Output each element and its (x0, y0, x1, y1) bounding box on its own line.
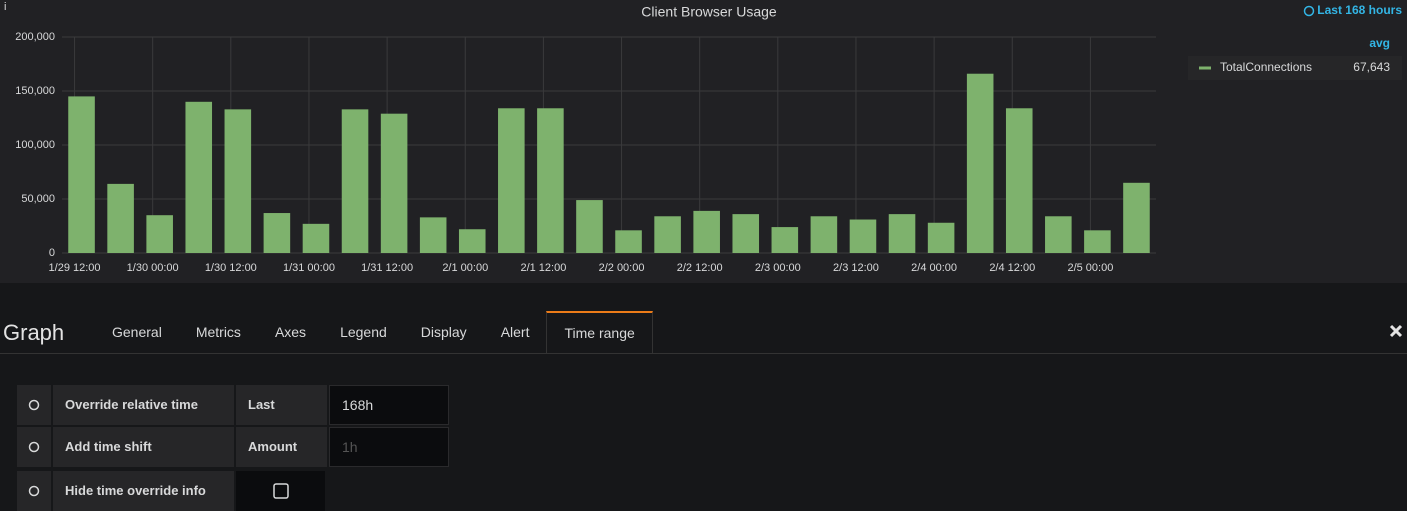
bar (1123, 182, 1150, 253)
x-tick-label: 1/30 12:00 (205, 262, 257, 274)
x-tick-label: 1/31 12:00 (361, 262, 413, 274)
tab[interactable]: Time range (546, 311, 653, 353)
bar (380, 113, 408, 254)
field-label: Last (236, 385, 327, 425)
legend-value: 67,643 (1353, 60, 1390, 74)
bar (732, 214, 760, 253)
bar (615, 230, 642, 253)
x-tick-label: 1/30 00:00 (127, 262, 179, 274)
y-tick-label: 0 (49, 247, 55, 259)
legend-label: TotalConnections (1220, 60, 1312, 74)
form-row: Hide time override info (17, 471, 325, 511)
y-tick-label: 200,000 (15, 31, 55, 43)
bar (966, 73, 994, 253)
bar (68, 96, 95, 254)
time-badge: Last 168 hours (1317, 3, 1402, 17)
bar (654, 216, 681, 253)
graph-panel: i Client Browser Usage Last 168 hours av… (0, 0, 1407, 283)
legend-header: avg (1369, 36, 1390, 50)
tab[interactable]: Axes (274, 324, 307, 340)
bar (224, 109, 252, 253)
row-label: Hide time override info (53, 471, 234, 511)
bar (810, 216, 838, 253)
x-tick-label: 1/29 12:00 (49, 262, 101, 274)
legend-swatch (1199, 66, 1211, 70)
divider (0, 353, 1407, 354)
legend-row (1188, 56, 1402, 80)
bar (537, 108, 564, 253)
clock-icon (17, 427, 51, 467)
chart-title: Client Browser Usage (641, 4, 777, 20)
y-tick-label: 100,000 (15, 139, 55, 151)
tab-bar: General Metrics Axes Legend Display Alert Time… (95, 311, 653, 353)
bar (1084, 230, 1111, 253)
bar (302, 223, 330, 253)
tab[interactable]: Metrics (195, 324, 241, 340)
clock-icon (17, 471, 51, 511)
x-tick-label: 2/4 12:00 (989, 262, 1035, 274)
x-tick-label: 2/4 00:00 (911, 262, 957, 274)
x-tick-label: 2/5 00:00 (1067, 262, 1113, 274)
info-icon[interactable]: i (4, 1, 6, 13)
row-label: Add time shift (53, 427, 234, 467)
bar (498, 108, 525, 253)
bar (888, 214, 916, 253)
field-label: Amount (236, 427, 327, 467)
bar (849, 219, 877, 253)
text-input[interactable]: 168h (329, 385, 449, 425)
bar (107, 183, 134, 253)
y-tick-label: 150,000 (15, 85, 55, 97)
bar (185, 101, 213, 253)
x-tick-label: 2/1 12:00 (520, 262, 566, 274)
chart: i Client Browser Usage Last 168 hours av… (4, 1, 1402, 274)
tab[interactable]: Legend (340, 324, 387, 340)
row-label: Override relative time (53, 385, 234, 425)
bar (1005, 108, 1033, 253)
bar (1045, 216, 1072, 253)
close-button[interactable] (1389, 324, 1403, 338)
form-row: Add time shift Amount 1h (17, 427, 449, 467)
bar (576, 200, 603, 253)
editor-title: Graph (3, 320, 65, 345)
tab[interactable]: Display (420, 324, 467, 340)
text-input[interactable]: 1h (329, 427, 449, 467)
x-tick-label: 2/3 12:00 (833, 262, 879, 274)
bar (341, 109, 369, 253)
x-tick-label: 2/1 00:00 (442, 262, 488, 274)
clock-icon (17, 385, 51, 425)
checkbox[interactable] (236, 471, 325, 511)
x-tick-label: 1/31 00:00 (283, 262, 335, 274)
bar (458, 229, 486, 253)
tab[interactable]: General (112, 324, 162, 340)
bar (419, 217, 447, 253)
bar (771, 227, 799, 253)
bar (146, 215, 173, 253)
bar (693, 210, 720, 253)
form-row: Override relative time Last 168h (17, 385, 449, 425)
clock-icon (1303, 5, 1315, 17)
tab[interactable]: Alert (500, 324, 530, 340)
bar (927, 222, 955, 253)
x-tick-label: 2/2 12:00 (677, 262, 723, 274)
x-tick-label: 2/3 00:00 (755, 262, 801, 274)
bar (263, 213, 291, 253)
x-tick-label: 2/2 00:00 (599, 262, 645, 274)
y-tick-label: 50,000 (21, 193, 55, 205)
